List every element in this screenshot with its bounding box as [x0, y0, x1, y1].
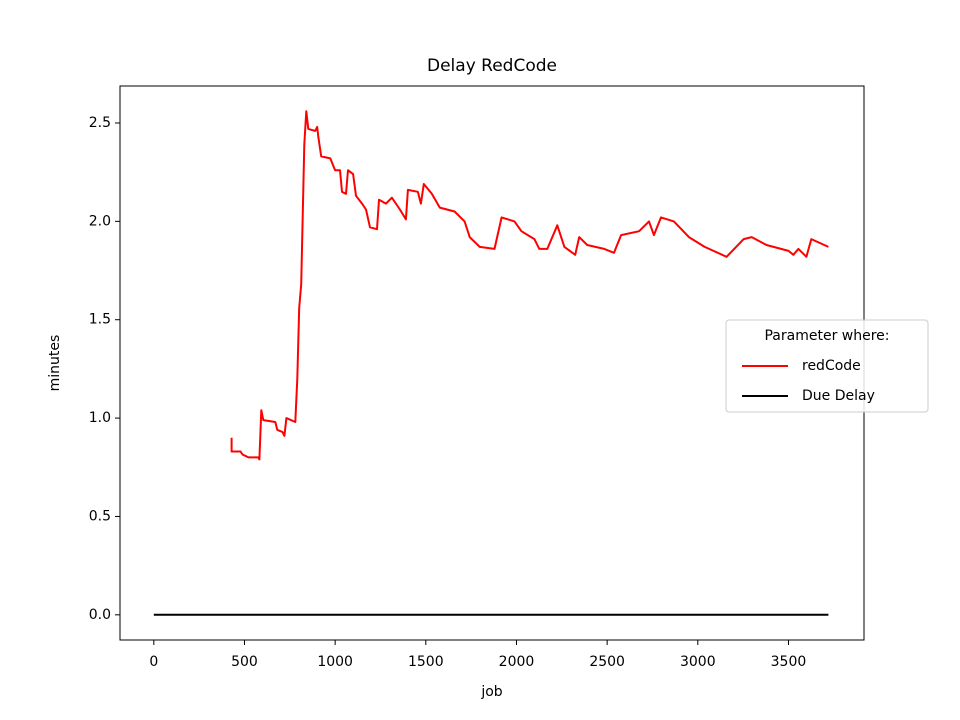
x-tick-label: 500	[231, 654, 258, 670]
x-tick-label: 0	[149, 654, 158, 670]
legend-label: Due Delay	[802, 388, 875, 404]
x-tick-label: 3000	[680, 654, 716, 670]
line-series	[230, 110, 829, 461]
x-tick-label: 1500	[408, 654, 444, 670]
x-tick-label: 2000	[499, 654, 535, 670]
x-tick-label: 3500	[771, 654, 807, 670]
legend: Parameter where: redCode Due Delay	[725, 319, 929, 413]
legend-box	[725, 319, 929, 413]
y-tick-label: 2.0	[89, 213, 111, 229]
y-axis-label: minutes	[47, 335, 63, 392]
y-tick-label: 0.0	[89, 607, 111, 623]
y-tick-label: 1.0	[89, 410, 111, 426]
x-axis-label: job	[480, 684, 502, 700]
x-tick-label: 2500	[589, 654, 625, 670]
y-tick-label: 0.5	[89, 508, 111, 524]
y-tick-label: 2.5	[89, 115, 111, 131]
legend-title: Parameter where:	[764, 328, 889, 344]
legend-label: redCode	[802, 358, 861, 374]
y-tick-label: 1.5	[89, 312, 111, 328]
x-tick-label: 1000	[317, 654, 353, 670]
chart-title: Delay RedCode	[427, 56, 557, 76]
